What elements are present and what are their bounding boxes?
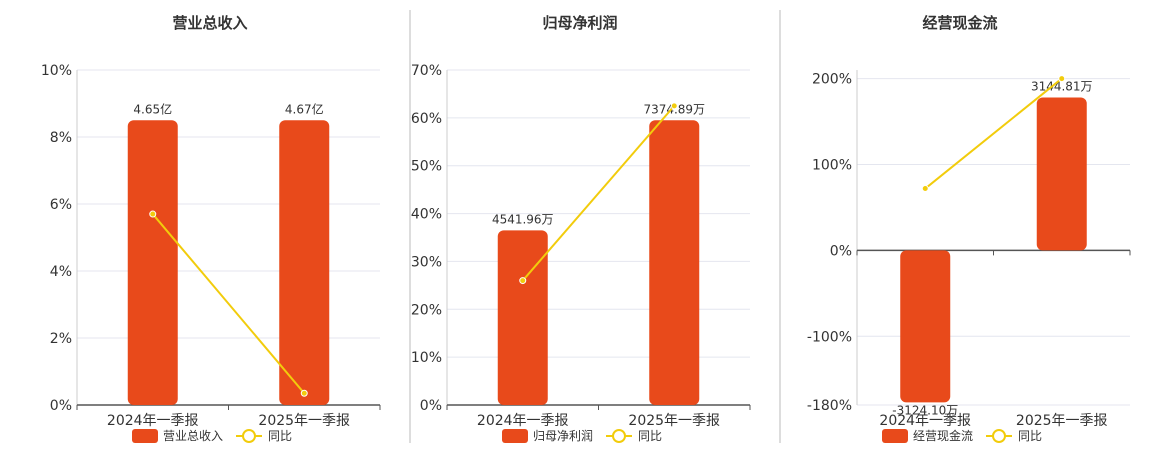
y-tick-label: 2% [50,331,72,347]
data-label: 4.67亿 [285,101,324,116]
data-label: -3124.10万 [892,403,958,417]
y-tick-label: 10% [411,350,442,366]
y-tick-label: -180% [807,398,852,414]
bar [900,250,951,403]
y-tick-label: 0% [420,398,442,414]
legend-bar-swatch [132,429,158,443]
bar [127,120,178,405]
y-tick-label: 20% [411,302,442,318]
x-tick-label: 2025年一季报 [628,413,720,429]
y-tick-label: 100% [812,157,852,173]
y-tick-label: 60% [411,111,442,127]
y-tick-label: 4% [50,264,72,280]
yoy-point [670,102,678,110]
yoy-point [921,185,929,193]
data-label: 4541.96万 [492,212,554,226]
bar [649,120,700,405]
legend-line-marker [242,429,256,443]
x-tick-label: 2025年一季报 [258,413,350,429]
data-label: 4.65亿 [133,101,172,116]
chart-title: 营业总收入 [172,14,247,32]
y-tick-label: 40% [411,207,442,223]
legend-line-label: 同比 [638,429,662,443]
y-tick-label: -100% [807,329,852,345]
legend-line-label: 同比 [1018,429,1042,443]
y-tick-label: 50% [411,159,442,175]
legend-bar-label: 归母净利润 [533,429,593,443]
y-tick-label: 30% [411,254,442,270]
y-tick-label: 0% [830,243,852,259]
y-tick-label: 0% [50,398,72,414]
bar [497,230,548,405]
x-tick-label: 2024年一季报 [879,413,971,429]
legend-line-marker [612,429,626,443]
bar [279,120,330,405]
y-tick-label: 200% [812,72,852,88]
x-tick-label: 2024年一季报 [107,413,199,429]
legend-bar-swatch [882,429,908,443]
legend-line-marker [992,429,1006,443]
chart-title: 归母净利润 [542,14,617,32]
yoy-point [149,210,157,218]
legend-bar-label: 经营现金流 [913,428,973,443]
yoy-point [519,277,527,285]
x-tick-label: 2025年一季报 [1016,413,1108,429]
y-tick-label: 8% [50,130,72,146]
yoy-point [1058,75,1066,83]
y-tick-label: 10% [41,63,72,79]
x-tick-label: 2024年一季报 [477,413,569,429]
yoy-line [924,77,1063,190]
yoy-line [151,213,306,394]
legend-line-label: 同比 [268,429,292,443]
chart-title: 经营现金流 [922,14,997,32]
yoy-line [521,105,676,282]
legend-bar-label: 营业总收入 [163,429,223,443]
yoy-point [300,389,308,397]
legend-bar-swatch [502,429,528,443]
y-tick-label: 70% [411,63,442,79]
y-tick-label: 6% [50,197,72,213]
bar [1036,97,1087,251]
